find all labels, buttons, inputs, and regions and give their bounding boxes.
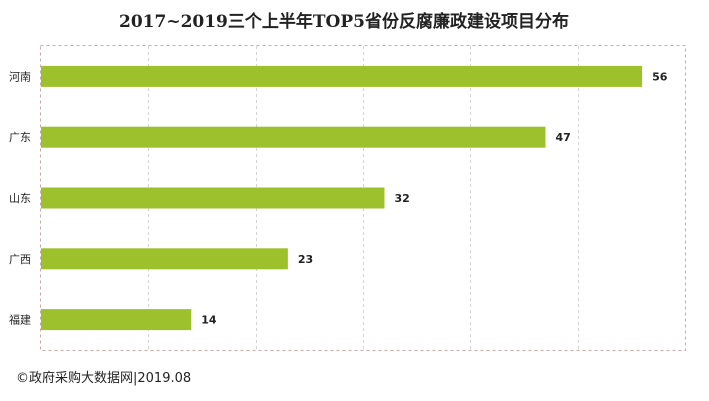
value-label: 32 xyxy=(394,192,409,205)
bar xyxy=(41,65,643,87)
bar xyxy=(41,187,385,209)
plot-area-border xyxy=(40,45,686,351)
value-label: 47 xyxy=(555,131,570,144)
category-label: 山东 xyxy=(9,192,31,205)
chart-title: 2017~2019三个上半年TOP5省份反腐廉政建设项目分布 xyxy=(119,11,569,32)
source-note: ©政府采购大数据网|2019.08 xyxy=(16,370,191,386)
value-label: 14 xyxy=(201,314,217,327)
bar xyxy=(41,248,288,270)
category-label: 广东 xyxy=(9,131,31,144)
bars: 河南 56 广东 47 山东 32 广西 23 福建 14 xyxy=(9,65,668,331)
category-label: 福建 xyxy=(9,313,31,327)
category-label: 河南 xyxy=(9,70,31,83)
value-label: 56 xyxy=(652,70,668,83)
value-label: 23 xyxy=(298,253,313,266)
bar xyxy=(41,126,546,148)
category-label: 广西 xyxy=(9,253,31,266)
bar xyxy=(41,309,192,331)
